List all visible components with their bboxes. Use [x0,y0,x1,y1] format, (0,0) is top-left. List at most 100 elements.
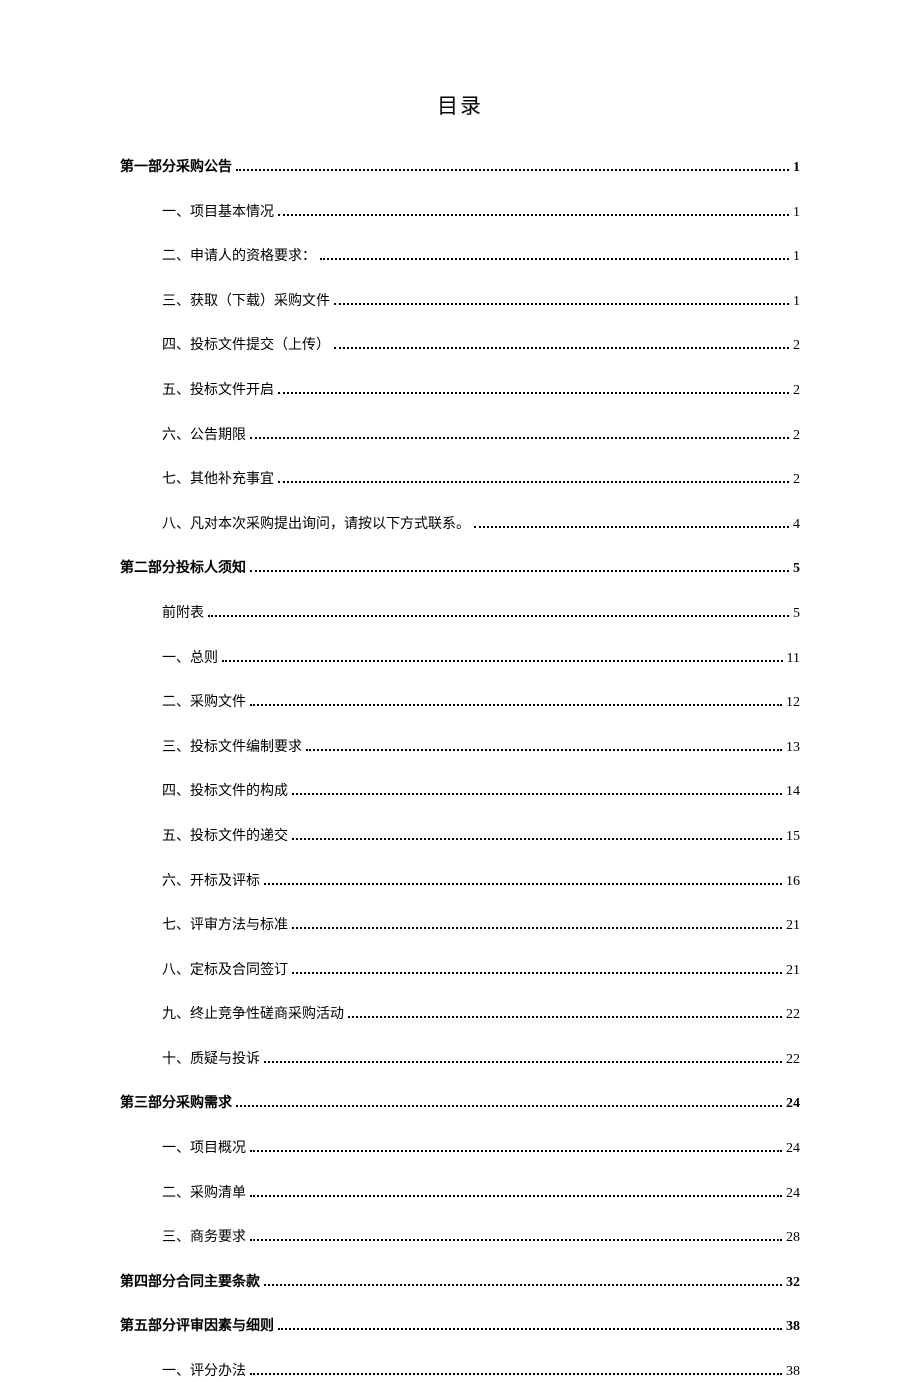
toc-entry-page: 14 [786,782,800,802]
toc-entry-text: 四、投标文件的构成 [162,782,288,802]
toc-entry-page: 2 [793,336,800,356]
toc-entry-page: 11 [787,649,800,669]
table-of-contents: 第一部分采购公告1一、项目基本情况1二、申请人的资格要求：1三、获取（下载）采购… [120,158,800,1382]
toc-dot-leader [236,169,789,171]
toc-dot-leader [292,972,782,974]
document-title: 目录 [120,90,800,120]
toc-entry-text: 九、终止竞争性磋商采购活动 [162,1005,344,1025]
toc-dot-leader [250,437,789,439]
toc-entry-text: 第三部分采购需求 [120,1094,232,1114]
toc-dot-leader [334,347,789,349]
toc-entry-page: 38 [786,1362,800,1382]
toc-entry-text: 第一部分采购公告 [120,158,232,178]
toc-dot-leader [278,214,789,216]
toc-entry: 一、项目基本情况1 [162,203,800,223]
toc-dot-leader [264,883,782,885]
toc-entry-page: 1 [793,292,800,312]
toc-entry-text: 三、投标文件编制要求 [162,738,302,758]
toc-entry-page: 15 [786,827,800,847]
toc-entry: 四、投标文件提交（上传）2 [162,336,800,356]
toc-dot-leader [250,1195,782,1197]
toc-dot-leader [474,526,789,528]
toc-dot-leader [348,1016,782,1018]
toc-entry-text: 六、公告期限 [162,426,246,446]
toc-dot-leader [292,838,782,840]
toc-entry: 前附表 5 [162,604,800,624]
toc-entry-text: 五、投标文件开启 [162,381,274,401]
toc-dot-leader [278,481,789,483]
toc-dot-leader [250,1239,782,1241]
toc-dot-leader [250,704,782,706]
toc-entry: 三、商务要求 28 [162,1228,800,1248]
toc-entry: 三、获取（下载）采购文件 1 [162,292,800,312]
toc-entry-page: 2 [793,470,800,490]
toc-dot-leader [250,570,789,572]
toc-dot-leader [278,392,789,394]
toc-entry: 第五部分评审因素与细则 38 [120,1317,800,1337]
toc-dot-leader [334,303,789,305]
toc-entry-page: 21 [786,916,800,936]
toc-entry-text: 前附表 [162,604,204,624]
toc-entry: 第四部分合同主要条款32 [120,1273,800,1293]
toc-entry: 二、申请人的资格要求： 1 [162,247,800,267]
toc-entry-page: 22 [786,1005,800,1025]
toc-entry-text: 七、评审方法与标准 [162,916,288,936]
toc-entry: 二、采购文件12 [162,693,800,713]
toc-entry: 第三部分采购需求 24 [120,1094,800,1114]
toc-entry-page: 13 [786,738,800,758]
toc-entry-page: 1 [793,203,800,223]
toc-dot-leader [306,749,782,751]
toc-entry-page: 24 [786,1094,800,1114]
toc-entry-text: 八、凡对本次采购提出询问，请按以下方式联系。 [162,515,470,535]
toc-entry-text: 一、项目概况 [162,1139,246,1159]
toc-entry-page: 1 [793,247,800,267]
toc-entry: 六、开标及评标 16 [162,872,800,892]
toc-entry-text: 第五部分评审因素与细则 [120,1317,274,1337]
toc-dot-leader [250,1150,782,1152]
toc-entry-text: 三、商务要求 [162,1228,246,1248]
toc-entry-page: 2 [793,381,800,401]
toc-entry-text: 二、采购清单 [162,1184,246,1204]
toc-entry-page: 28 [786,1228,800,1248]
toc-dot-leader [264,1061,782,1063]
toc-entry-page: 16 [786,872,800,892]
toc-dot-leader [250,1373,782,1375]
toc-entry-text: 十、质疑与投诉 [162,1050,260,1070]
toc-entry: 一、评分办法38 [162,1362,800,1382]
toc-entry: 八、定标及合同签订21 [162,961,800,981]
toc-entry: 十、质疑与投诉 22 [162,1050,800,1070]
toc-entry: 五、投标文件的递交15 [162,827,800,847]
toc-entry: 四、投标文件的构成 14 [162,782,800,802]
toc-entry-page: 4 [793,515,800,535]
toc-entry-text: 二、申请人的资格要求： [162,247,316,267]
toc-entry: 三、投标文件编制要求 13 [162,738,800,758]
toc-entry-page: 38 [786,1317,800,1337]
toc-dot-leader [222,660,783,662]
toc-dot-leader [264,1284,782,1286]
toc-entry: 九、终止竞争性磋商采购活动 22 [162,1005,800,1025]
toc-dot-leader [278,1328,782,1330]
toc-entry: 第一部分采购公告 1 [120,158,800,178]
toc-entry: 八、凡对本次采购提出询问，请按以下方式联系。 4 [162,515,800,535]
toc-entry-text: 第四部分合同主要条款 [120,1273,260,1293]
toc-dot-leader [292,927,782,929]
toc-entry-page: 5 [793,559,800,579]
toc-entry: 第二部分投标人须知 5 [120,559,800,579]
toc-entry: 二、采购清单24 [162,1184,800,1204]
toc-entry-text: 三、获取（下载）采购文件 [162,292,330,312]
toc-entry-text: 七、其他补充事宜 [162,470,274,490]
toc-dot-leader [236,1105,782,1107]
toc-entry-page: 12 [786,693,800,713]
toc-dot-leader [292,793,782,795]
toc-dot-leader [208,615,789,617]
toc-entry-page: 1 [793,158,800,178]
toc-dot-leader [320,258,789,260]
toc-entry-page: 2 [793,426,800,446]
toc-entry-page: 21 [786,961,800,981]
toc-entry: 七、其他补充事宜 2 [162,470,800,490]
toc-entry-page: 22 [786,1050,800,1070]
toc-entry-text: 六、开标及评标 [162,872,260,892]
toc-entry: 一、总则11 [162,649,800,669]
toc-entry-text: 第二部分投标人须知 [120,559,246,579]
toc-entry-page: 5 [793,604,800,624]
